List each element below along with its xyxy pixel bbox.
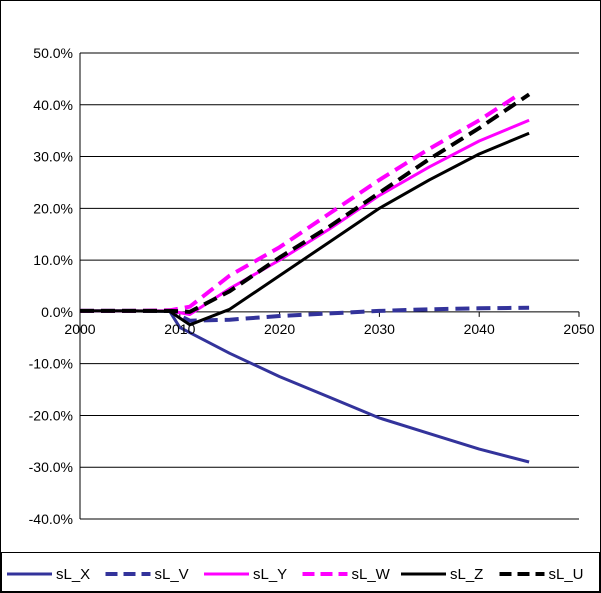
y-tick-label: -20.0% [29, 407, 73, 423]
y-tick-label: -30.0% [29, 459, 73, 475]
x-tick-label: 2000 [64, 321, 95, 337]
legend-label: sL_W [352, 566, 391, 583]
legend-label: sL_U [549, 566, 584, 583]
series-lines [80, 92, 531, 464]
x-tick-label: 2040 [464, 321, 495, 337]
y-tick-label: -40.0% [29, 511, 73, 527]
axes [79, 53, 580, 519]
series-line-sl-x [80, 309, 530, 464]
y-tick-label: -10.0% [29, 356, 73, 372]
y-tick-label: 50.0% [33, 45, 73, 61]
series-line-sl-u [80, 92, 531, 314]
x-tick-label: 2020 [264, 321, 295, 337]
legend-label: sL_Y [253, 566, 287, 583]
x-tick-label: 2050 [563, 321, 594, 337]
series-line-sl-z [80, 131, 530, 327]
y-tick-label: 20.0% [33, 200, 73, 216]
y-tick-label: 30.0% [33, 149, 73, 165]
x-tick-label: 2030 [364, 321, 395, 337]
legend: sL_X sL_V sL_Y sL_W sL_Z sL_U [1, 552, 600, 592]
series-line-sl-w [80, 92, 521, 313]
grid-lines [80, 52, 579, 520]
x-tick-label: 2010 [164, 321, 195, 337]
legend-label: sL_Z [450, 566, 483, 583]
tick-labels: 50.0% 40.0% 30.0% 20.0% 10.0% 0.0% -10.0% -20.0… [29, 45, 595, 527]
y-tick-label: 10.0% [33, 252, 73, 268]
series-line-sl-y [80, 118, 530, 316]
y-tick-label: 40.0% [33, 97, 73, 113]
legend-label: sL_V [155, 566, 189, 583]
legend-label: sL_X [56, 566, 90, 583]
y-tick-label: 0.0% [41, 304, 73, 320]
